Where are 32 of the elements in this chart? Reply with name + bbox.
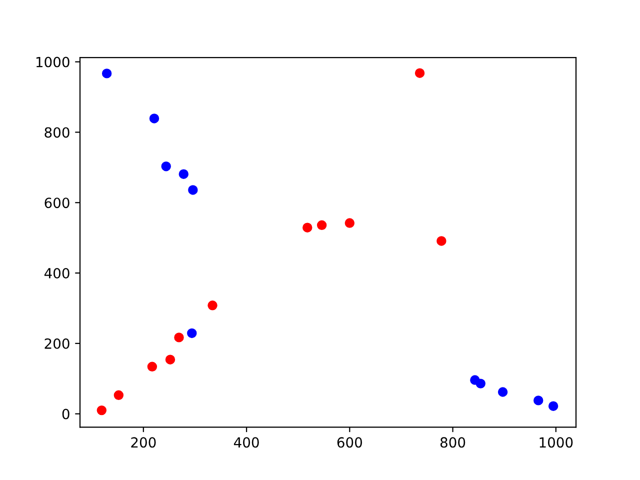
point	[102, 68, 112, 78]
point	[498, 387, 508, 397]
point	[174, 332, 184, 342]
y-tick-label: 0	[62, 408, 70, 420]
x-tick-label: 400	[234, 437, 259, 448]
x-tick-label: 600	[337, 437, 362, 448]
point	[188, 185, 198, 195]
point	[548, 401, 558, 411]
point	[147, 362, 158, 372]
x-tick-label: 800	[440, 437, 466, 448]
y-tick-label: 600	[44, 198, 70, 208]
point	[476, 378, 486, 388]
point	[149, 114, 160, 124]
point	[114, 390, 124, 400]
point	[161, 162, 171, 172]
point	[316, 220, 327, 230]
y-tick-label: 400	[44, 268, 70, 278]
x-tick-label: 1000	[540, 437, 573, 448]
point	[178, 169, 188, 179]
point	[302, 222, 312, 232]
point	[534, 396, 544, 406]
y-tick-label: 1000	[36, 56, 70, 68]
point	[414, 68, 425, 78]
x-tick-label: 200	[131, 437, 156, 448]
point	[187, 328, 197, 338]
point	[344, 218, 355, 228]
point	[165, 354, 176, 364]
y-tick-label: 800	[44, 127, 70, 138]
point	[96, 405, 107, 416]
point	[208, 300, 218, 310]
y-tick-label: 200	[44, 338, 70, 349]
point	[436, 236, 446, 246]
